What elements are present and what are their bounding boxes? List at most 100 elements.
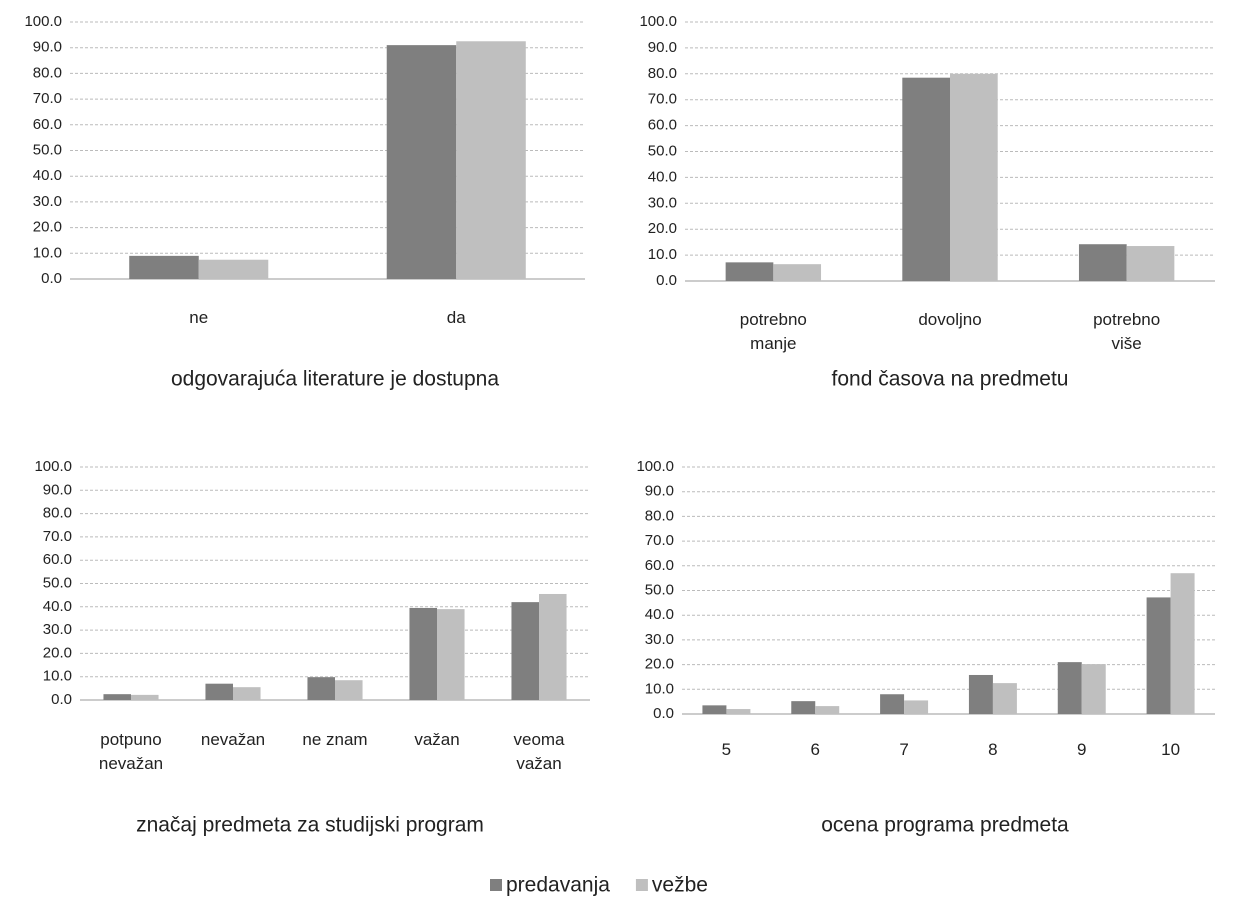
x-tick-label: 5 xyxy=(721,740,732,759)
y-tick-label: 10.0 xyxy=(33,244,62,261)
x-tick-label: potpuno nevažan xyxy=(98,730,164,773)
bar xyxy=(1081,664,1106,714)
legend-swatch xyxy=(635,879,648,891)
bar xyxy=(1126,246,1175,281)
y-tick-label: 100.0 xyxy=(34,458,72,475)
x-tick-label-box: ne znam xyxy=(302,730,368,749)
legend-label: vežbe xyxy=(652,874,708,897)
x-tick-label-box: nevažan xyxy=(200,730,266,749)
x-tick-label: dovoljno xyxy=(918,310,982,329)
y-tick-label: 10.0 xyxy=(43,668,72,685)
bar xyxy=(131,694,159,700)
bar xyxy=(386,45,457,279)
y-tick-label: 20.0 xyxy=(648,220,677,237)
y-tick-label: 100.0 xyxy=(636,458,674,475)
x-tick-label: da xyxy=(446,308,466,327)
x-tick-label: 8 xyxy=(988,740,998,759)
bar xyxy=(409,607,437,700)
y-tick-label: 20.0 xyxy=(33,219,62,236)
x-tick-label: ne xyxy=(189,308,209,327)
x-tick-label: potrebno više xyxy=(1093,310,1161,353)
y-tick-label: 60.0 xyxy=(645,557,674,574)
bar xyxy=(725,262,774,281)
bar xyxy=(511,602,539,700)
y-tick-label: 80.0 xyxy=(33,64,62,81)
y-tick-label: 90.0 xyxy=(648,39,677,56)
bar xyxy=(103,694,131,700)
x-tick-label: veoma važan xyxy=(513,730,565,773)
bar xyxy=(726,709,751,714)
x-tick-label: ne znam xyxy=(302,730,368,749)
y-tick-label: 50.0 xyxy=(33,141,62,158)
bar xyxy=(773,264,822,281)
legend-label: predavanja xyxy=(506,874,610,897)
y-tick-label: 80.0 xyxy=(645,507,674,524)
y-tick-label: 40.0 xyxy=(43,598,72,615)
bar xyxy=(1078,244,1127,281)
y-tick-label: 70.0 xyxy=(645,532,674,549)
x-tick-label-box: potpuno nevažan xyxy=(98,730,164,773)
y-tick-label: 30.0 xyxy=(43,621,72,638)
x-tick-label-box: 6 xyxy=(811,740,820,759)
bar xyxy=(815,706,840,714)
x-tick-label-box: 9 xyxy=(1077,740,1087,759)
y-tick-label: 10.0 xyxy=(645,680,674,697)
y-tick-label: 0.0 xyxy=(41,270,62,287)
y-tick-label: 60.0 xyxy=(648,117,677,134)
y-tick-label: 50.0 xyxy=(648,142,677,159)
y-tick-label: 70.0 xyxy=(33,90,62,107)
bar xyxy=(1170,573,1195,714)
y-tick-label: 80.0 xyxy=(648,65,677,82)
x-tick-label-box: 7 xyxy=(899,740,909,759)
x-tick-label-box: da xyxy=(446,308,466,327)
y-tick-label: 90.0 xyxy=(645,483,674,500)
y-tick-label: 100.0 xyxy=(639,13,677,30)
bar xyxy=(198,259,269,279)
y-tick-label: 0.0 xyxy=(653,705,674,722)
chart-title: ocena programa predmeta xyxy=(821,814,1069,837)
chart-title: odgovarajuća literature je dostupna xyxy=(171,368,499,391)
y-tick-label: 50.0 xyxy=(645,581,674,598)
y-tick-label: 40.0 xyxy=(645,606,674,623)
y-tick-label: 10.0 xyxy=(648,246,677,263)
x-tick-label: nevažan xyxy=(200,730,266,749)
x-tick-label: 9 xyxy=(1077,740,1087,759)
y-tick-label: 40.0 xyxy=(33,167,62,184)
y-tick-label: 40.0 xyxy=(648,168,677,185)
y-tick-label: 100.0 xyxy=(24,13,62,30)
bar xyxy=(950,73,998,281)
x-tick-label-box: potrebno više xyxy=(1093,310,1161,353)
y-tick-label: 0.0 xyxy=(51,691,72,708)
x-tick-label-box: dovoljno xyxy=(918,310,982,329)
x-tick-label-box: važan xyxy=(414,730,460,749)
y-tick-label: 80.0 xyxy=(43,505,72,522)
bar xyxy=(539,593,567,700)
bar xyxy=(307,677,335,700)
y-tick-label: 70.0 xyxy=(648,91,677,108)
bar xyxy=(791,701,816,714)
y-tick-label: 60.0 xyxy=(43,551,72,568)
x-tick-label-box: ne xyxy=(189,308,209,327)
chart-title: značaj predmeta za studijski program xyxy=(136,814,484,837)
bar xyxy=(902,77,950,281)
x-tick-label: 7 xyxy=(899,740,909,759)
y-tick-label: 60.0 xyxy=(33,116,62,133)
y-tick-label: 90.0 xyxy=(43,481,72,498)
x-tick-label: potrebno manje xyxy=(739,310,807,353)
bar xyxy=(992,683,1017,714)
y-tick-label: 20.0 xyxy=(43,644,72,661)
bar xyxy=(205,683,233,700)
bar xyxy=(335,680,363,700)
legend-swatch xyxy=(490,879,502,891)
bar xyxy=(1057,662,1082,714)
bar xyxy=(456,41,526,280)
x-tick-label: važan xyxy=(414,730,460,749)
y-tick-label: 20.0 xyxy=(645,656,674,673)
y-tick-label: 0.0 xyxy=(656,272,677,289)
x-tick-label: 10 xyxy=(1161,740,1181,759)
bar xyxy=(233,687,261,700)
x-tick-label-box: veoma važan xyxy=(513,730,565,773)
x-tick-label-box: 10 xyxy=(1161,740,1181,759)
y-tick-label: 30.0 xyxy=(648,194,677,211)
